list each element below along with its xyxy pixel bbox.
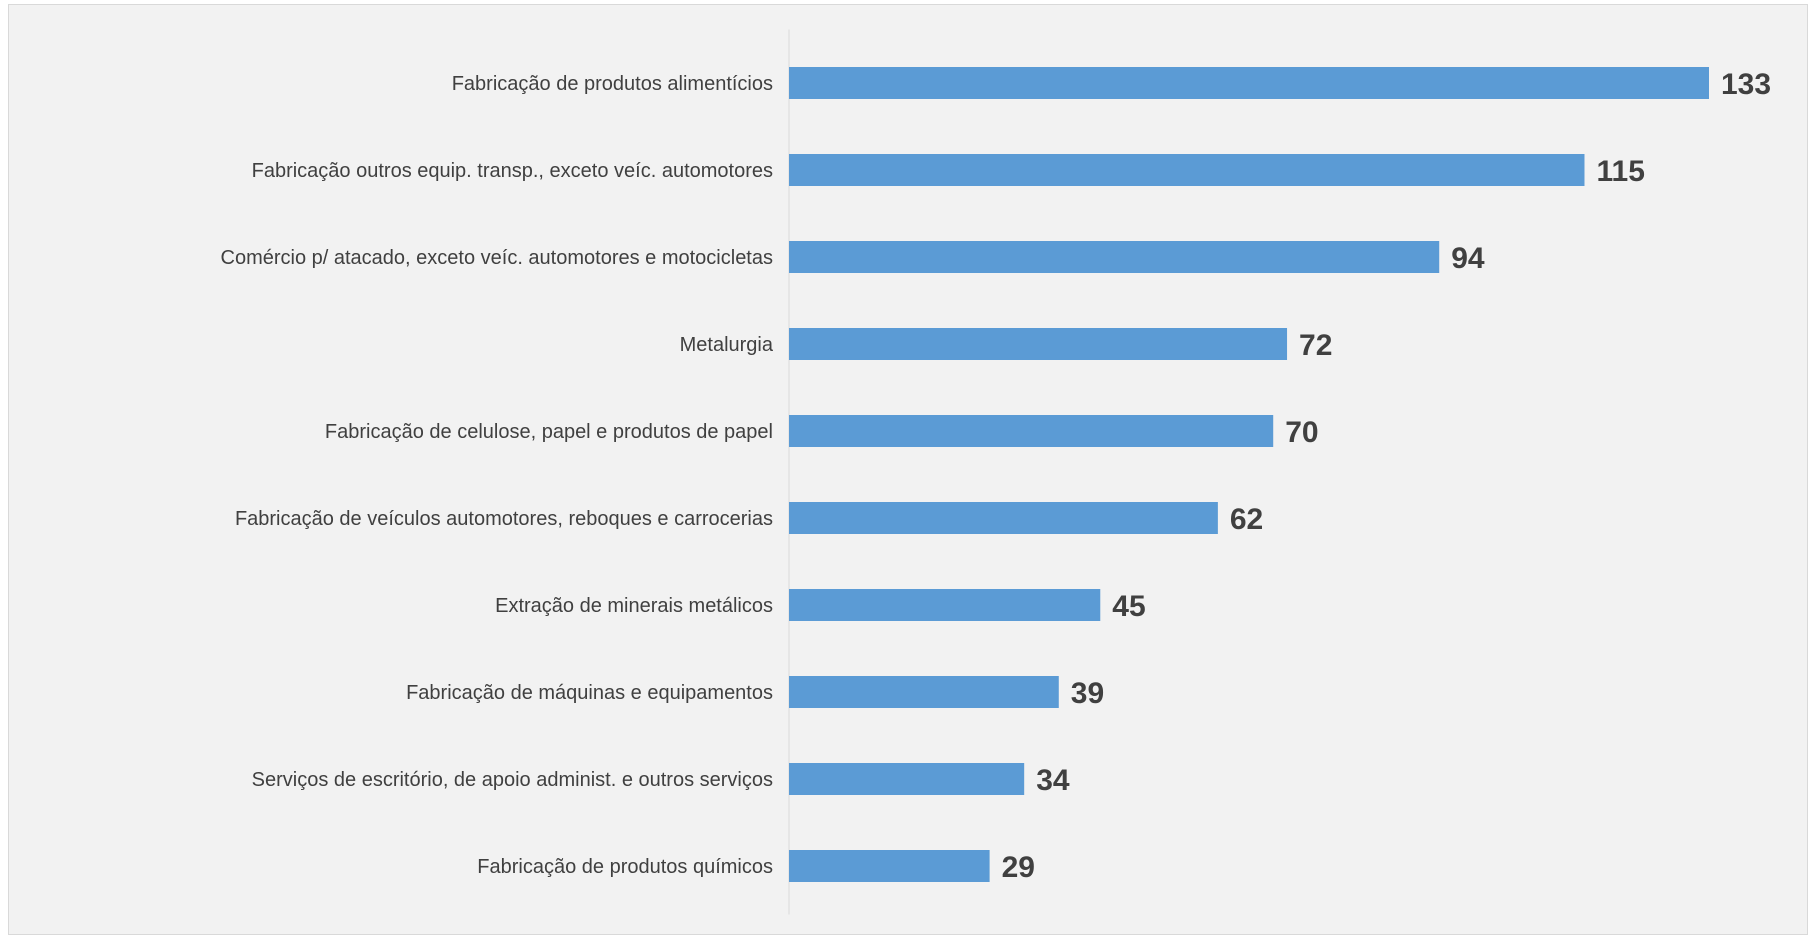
bar-7: [789, 589, 1101, 621]
category-label: Fabricação de veículos automotores, rebo…: [235, 508, 773, 530]
data-label: 133: [1721, 68, 1771, 101]
bar-1: [789, 67, 1709, 99]
data-label: 70: [1285, 416, 1318, 449]
bar-3: [789, 241, 1440, 273]
data-label: 115: [1596, 155, 1644, 188]
category-label: Serviços de escritório, de apoio adminis…: [252, 769, 773, 791]
bar-chart: Fabricação de produtos alimentícios 133 Fa…: [221, 29, 1772, 915]
bar-10: [789, 850, 990, 882]
data-label: 34: [1036, 764, 1070, 797]
category-label: Fabricação de máquinas e equipamentos: [406, 682, 773, 704]
data-label: 62: [1230, 503, 1263, 536]
data-label: 94: [1451, 242, 1485, 275]
category-label: Fabricação de celulose, papel e produtos…: [325, 421, 773, 443]
category-label: Extração de minerais metálicos: [495, 595, 773, 617]
labels-layer: Fabricação de produtos alimentícios 133 Fa…: [221, 68, 1772, 884]
category-label: Metalurgia: [680, 334, 774, 356]
chart-area: Fabricação de produtos alimentícios 133 Fa…: [8, 4, 1808, 935]
data-label: 72: [1299, 329, 1332, 362]
data-label: 29: [1002, 851, 1035, 884]
bars-layer: [789, 67, 1709, 882]
category-label: Comércio p/ atacado, exceto veíc. automo…: [221, 247, 774, 269]
bar-6: [789, 502, 1218, 534]
category-label: Fabricação de produtos alimentícios: [452, 73, 773, 95]
category-label: Fabricação outros equip. transp., exceto…: [252, 160, 773, 182]
bar-2: [789, 154, 1585, 186]
bar-4: [789, 328, 1288, 360]
data-label: 39: [1071, 677, 1104, 710]
bar-8: [789, 676, 1059, 708]
data-label: 45: [1112, 590, 1145, 623]
bar-5: [789, 415, 1274, 447]
category-label: Fabricação de produtos químicos: [477, 856, 773, 878]
bar-9: [789, 763, 1025, 795]
